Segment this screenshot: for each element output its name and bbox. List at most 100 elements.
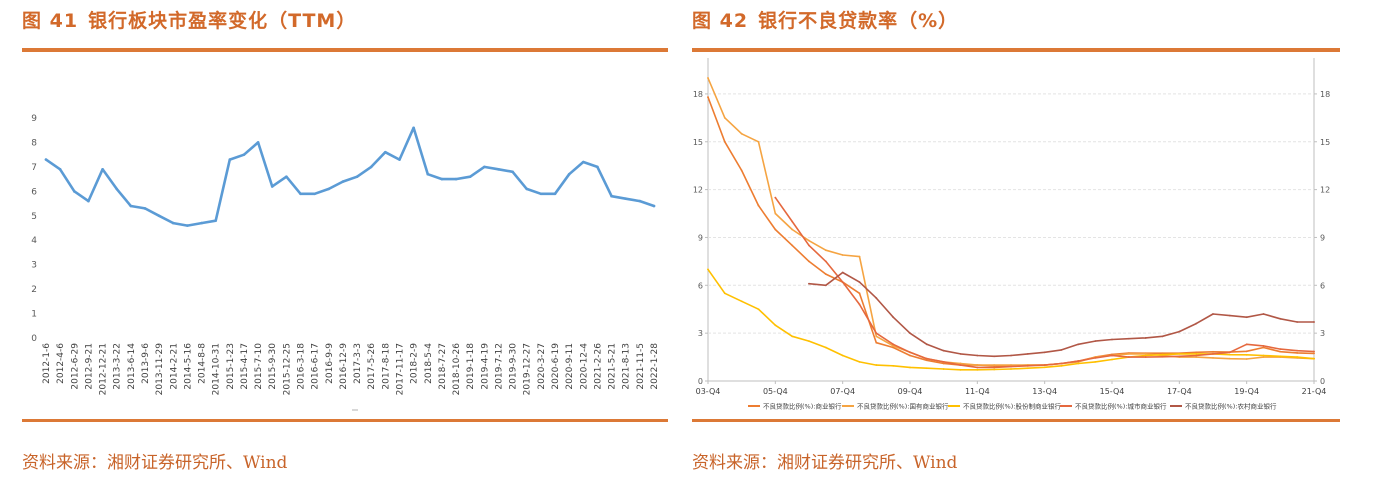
npl-data-point bbox=[1161, 353, 1164, 356]
npl-right-tick-label: 15 bbox=[1320, 138, 1330, 147]
npl-data-point bbox=[774, 196, 777, 199]
npl-data-point bbox=[841, 354, 844, 357]
pe-data-point bbox=[454, 177, 458, 181]
npl-right-tick-label: 0 bbox=[1320, 377, 1325, 386]
pe-x-tick-label: 2020-3-27 bbox=[537, 343, 547, 390]
npl-data-point bbox=[875, 332, 878, 335]
npl-legend-label: 不良贷款比例(%):国有商业银行 bbox=[857, 402, 949, 411]
npl-data-point bbox=[723, 292, 726, 295]
pe-data-point bbox=[129, 204, 133, 208]
pe-data-point bbox=[270, 185, 274, 188]
npl-data-point bbox=[791, 220, 794, 223]
npl-left-tick-label: 3 bbox=[698, 329, 703, 338]
npl-data-point bbox=[1060, 349, 1063, 351]
pe-data-point bbox=[355, 175, 359, 178]
npl-data-point bbox=[1010, 368, 1012, 370]
pe-data-point bbox=[426, 172, 430, 176]
figure-41-bottom-rule bbox=[22, 419, 668, 422]
npl-legend-label: 不良贷款比例(%):农村商业银行 bbox=[1185, 402, 1277, 411]
npl-data-point bbox=[808, 340, 810, 343]
npl-data-point bbox=[1296, 349, 1299, 352]
npl-data-point bbox=[740, 169, 743, 172]
npl-data-point bbox=[1111, 354, 1113, 357]
npl-data-point bbox=[892, 343, 895, 346]
npl-data-point bbox=[1228, 353, 1231, 356]
pe-y-tick-label: 1 bbox=[31, 310, 37, 320]
npl-data-point bbox=[1060, 364, 1063, 367]
npl-series-line bbox=[707, 77, 1315, 366]
npl-data-point bbox=[824, 284, 827, 287]
npl-right-tick-label: 18 bbox=[1320, 90, 1330, 99]
npl-data-point bbox=[824, 260, 827, 263]
npl-data-point bbox=[1060, 362, 1063, 365]
npl-data-point bbox=[1195, 356, 1198, 358]
pe-x-tick-label: 2015-4-17 bbox=[240, 343, 250, 390]
figure-41-title-text: 银行板块市盈率变化（TTM） bbox=[88, 10, 357, 32]
pe-data-point bbox=[143, 207, 147, 210]
npl-data-point bbox=[841, 254, 844, 256]
pe-x-tick-label: 2013-9-6 bbox=[141, 343, 151, 384]
npl-data-point bbox=[976, 366, 979, 369]
figure-42-title-text: 银行不良贷款率（%） bbox=[758, 10, 959, 32]
npl-data-point bbox=[1262, 354, 1265, 357]
pe-x-tick-label: 2019-1-18 bbox=[466, 343, 476, 390]
npl-data-point bbox=[1228, 351, 1231, 354]
pe-x-tick-label: 2020-12-4 bbox=[579, 343, 589, 390]
pe-data-point bbox=[638, 199, 642, 203]
pe-x-tick-label: 2013-11-29 bbox=[155, 343, 165, 396]
pe-x-tick-label: 2012-4-6 bbox=[56, 343, 66, 384]
pe-x-tick-label: 2020-9-11 bbox=[565, 343, 575, 390]
npl-data-point bbox=[707, 77, 709, 79]
pe-x-tick-label: 2018-5-4 bbox=[424, 343, 434, 384]
pe-data-point bbox=[87, 199, 90, 203]
npl-x-tick-label: 21-Q4 bbox=[1302, 387, 1327, 396]
pe-x-tick-label: 2016-6-17 bbox=[311, 343, 321, 390]
pe-x-tick-label: 2017-8-18 bbox=[381, 343, 391, 390]
pe-x-tick-label: 2019-7-12 bbox=[494, 343, 504, 390]
npl-data-point bbox=[1144, 354, 1147, 357]
pe-x-tick-label: 2014-2-21 bbox=[169, 343, 179, 390]
pe-data-point bbox=[171, 221, 175, 225]
npl-data-point bbox=[1010, 364, 1012, 366]
npl-data-point bbox=[824, 346, 827, 349]
npl-data-point bbox=[942, 349, 945, 352]
npl-data-point bbox=[1161, 352, 1164, 355]
pe-x-tick-label: 2017-3-3 bbox=[353, 343, 363, 384]
npl-data-point bbox=[959, 364, 962, 366]
npl-data-point bbox=[723, 140, 726, 143]
pe-data-point bbox=[242, 153, 246, 156]
pe-data-point bbox=[582, 160, 585, 164]
npl-data-point bbox=[875, 364, 878, 366]
pe-x-tick-label: 2021-11-5 bbox=[636, 343, 646, 390]
npl-data-point bbox=[808, 282, 810, 285]
npl-data-point bbox=[1178, 355, 1181, 358]
npl-data-point bbox=[1043, 366, 1046, 369]
pe-data-point bbox=[553, 192, 557, 196]
npl-data-point bbox=[858, 281, 861, 284]
npl-data-point bbox=[757, 204, 760, 207]
pe-data-point bbox=[186, 224, 189, 227]
pe-data-point bbox=[58, 168, 62, 171]
npl-x-tick-label: 03-Q4 bbox=[696, 387, 721, 396]
npl-data-point bbox=[925, 343, 928, 346]
npl-x-tick-label: 05-Q4 bbox=[763, 387, 788, 396]
pe-data-point bbox=[228, 158, 232, 161]
figure-41: 图 41 银行板块市盈率变化（TTM） 0 1 2 3 4 5 6 7 8 9 2012-1-6 201… bbox=[22, 0, 668, 477]
npl-data-point bbox=[791, 335, 794, 338]
pe-data-point bbox=[412, 126, 415, 130]
pe-y-tick-label: 2 bbox=[31, 285, 37, 295]
npl-left-tick-label: 6 bbox=[698, 281, 703, 290]
npl-data-point bbox=[841, 271, 844, 274]
pe-x-tick-label: 2012-1-6 bbox=[42, 343, 52, 384]
npl-data-point bbox=[808, 260, 810, 263]
npl-data-point bbox=[1262, 346, 1265, 349]
npl-data-point bbox=[1245, 353, 1248, 356]
npl-data-point bbox=[858, 303, 861, 306]
npl-data-point bbox=[909, 354, 911, 357]
npl-data-point bbox=[774, 212, 777, 215]
pe-x-tick-label: 2021-2-26 bbox=[593, 343, 603, 390]
pe-y-tick-label: 7 bbox=[31, 163, 37, 173]
npl-data-point bbox=[942, 362, 945, 365]
npl-x-tick-label: 13-Q4 bbox=[1032, 387, 1057, 396]
npl-data-point bbox=[1212, 352, 1214, 355]
